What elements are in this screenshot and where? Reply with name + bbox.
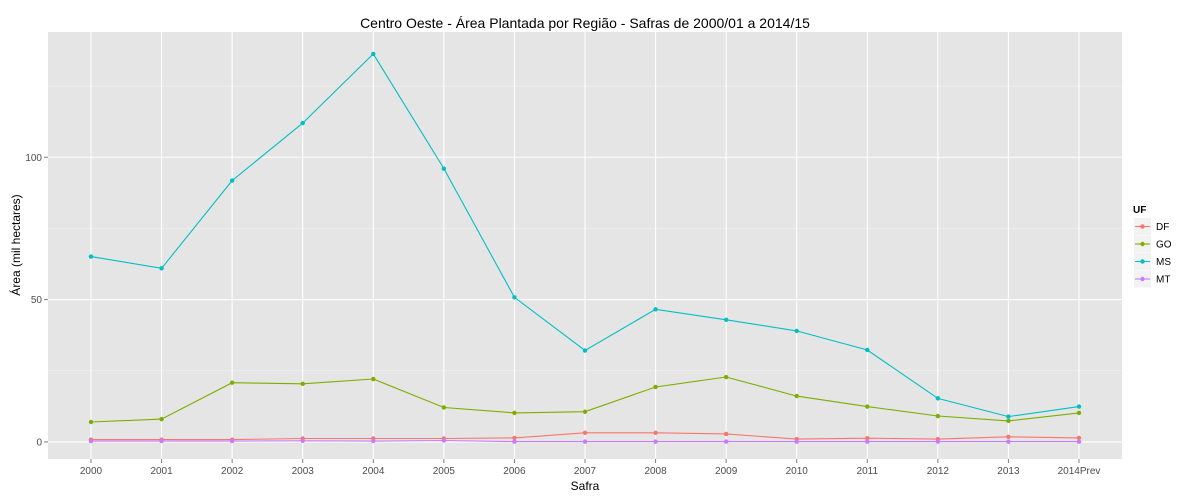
- legend-key-point: [1140, 276, 1145, 282]
- x-tick-label: 2007: [574, 466, 597, 477]
- legend: UF DF GO MS MT: [1133, 205, 1172, 288]
- x-tick-label: 2006: [503, 466, 526, 477]
- data-point: [159, 266, 164, 271]
- data-point: [865, 347, 870, 353]
- series-mt: [88, 438, 1082, 444]
- data-point: [935, 413, 941, 419]
- data-point: [723, 317, 729, 322]
- data-point: [300, 381, 305, 387]
- data-point: [865, 436, 870, 441]
- data-point: [582, 409, 588, 414]
- x-tick-label: 2014Prev: [1058, 466, 1101, 477]
- x-axis-title: Safra: [571, 479, 600, 493]
- data-point: [512, 435, 517, 441]
- data-point: [512, 410, 517, 416]
- y-tick-label: 100: [25, 153, 42, 164]
- legend-key-go: [1134, 235, 1151, 253]
- data-point: [723, 374, 729, 380]
- legend-key-mt: [1134, 270, 1151, 288]
- chart-title: Centro Oeste - Área Plantada por Região …: [360, 15, 810, 31]
- data-point: [582, 439, 588, 444]
- data-point: [582, 430, 588, 436]
- series-layer: [88, 51, 1082, 444]
- x-tick-label: 2008: [644, 466, 667, 477]
- legend-key-df: [1134, 218, 1151, 235]
- x-tick-label: 2004: [362, 466, 385, 477]
- data-point: [300, 438, 305, 443]
- data-point: [229, 438, 235, 444]
- data-point: [88, 254, 94, 259]
- x-tick-label: 2012: [927, 466, 950, 477]
- y-tick-label: 0: [36, 437, 42, 448]
- data-point: [723, 431, 729, 437]
- data-point: [1076, 404, 1082, 409]
- legend-label: GO: [1156, 240, 1172, 251]
- x-tick-label: 2003: [292, 466, 315, 477]
- data-point: [935, 439, 941, 444]
- data-point: [723, 439, 729, 444]
- data-point: [794, 439, 799, 444]
- data-point: [653, 439, 658, 444]
- data-point: [653, 430, 658, 436]
- legend-key-point: [1140, 241, 1145, 247]
- legend-key-point: [1140, 259, 1145, 264]
- data-point: [1006, 434, 1011, 439]
- legend-key-point: [1140, 224, 1145, 229]
- data-point: [1006, 414, 1011, 419]
- y-tick-label: 50: [31, 295, 43, 306]
- data-point: [1076, 435, 1082, 441]
- x-tick-label: 2013: [997, 466, 1020, 477]
- legend-label: DF: [1156, 222, 1169, 233]
- data-point: [88, 438, 94, 444]
- data-point: [229, 380, 235, 385]
- data-point: [865, 404, 870, 409]
- data-point: [653, 307, 658, 312]
- x-axis: 2000 2001 2002 2003 2004 2005 2006 2007 2008 2009…: [80, 459, 1101, 477]
- data-point: [1006, 418, 1011, 424]
- data-point: [582, 348, 588, 353]
- data-point: [441, 405, 447, 410]
- data-point: [300, 120, 305, 126]
- data-point: [159, 438, 164, 444]
- x-tick-label: 2001: [150, 466, 173, 477]
- data-point: [371, 51, 376, 57]
- data-point: [159, 416, 164, 422]
- data-point: [1076, 410, 1082, 416]
- x-tick-label: 2000: [80, 466, 103, 477]
- series-ms: [88, 51, 1082, 419]
- legend-key-ms: [1134, 253, 1151, 270]
- major-gridlines: [48, 32, 1122, 459]
- data-point: [88, 419, 94, 425]
- series-go: [88, 374, 1082, 425]
- legend-title: UF: [1133, 205, 1146, 216]
- x-tick-label: 2009: [715, 466, 738, 477]
- y-axis-title: Área (mil hectares): [8, 194, 23, 295]
- data-point: [512, 295, 517, 300]
- x-tick-label: 2005: [433, 466, 456, 477]
- data-point: [653, 384, 658, 390]
- x-tick-label: 2002: [221, 466, 244, 477]
- data-point: [794, 393, 799, 399]
- data-point: [1076, 439, 1082, 444]
- x-tick-label: 2010: [786, 466, 809, 477]
- data-point: [441, 166, 447, 171]
- legend-label: MS: [1156, 257, 1171, 268]
- data-point: [1006, 439, 1011, 444]
- data-point: [512, 439, 517, 444]
- data-point: [794, 328, 799, 334]
- data-point: [371, 376, 376, 382]
- series-df: [88, 430, 1082, 442]
- data-point: [935, 396, 941, 401]
- data-point: [865, 439, 870, 444]
- y-axis: 0 50 100: [25, 153, 48, 448]
- data-point: [441, 438, 447, 443]
- data-point: [371, 438, 376, 444]
- legend-label: MT: [1156, 275, 1170, 286]
- x-tick-label: 2011: [857, 466, 879, 477]
- data-point: [229, 178, 235, 183]
